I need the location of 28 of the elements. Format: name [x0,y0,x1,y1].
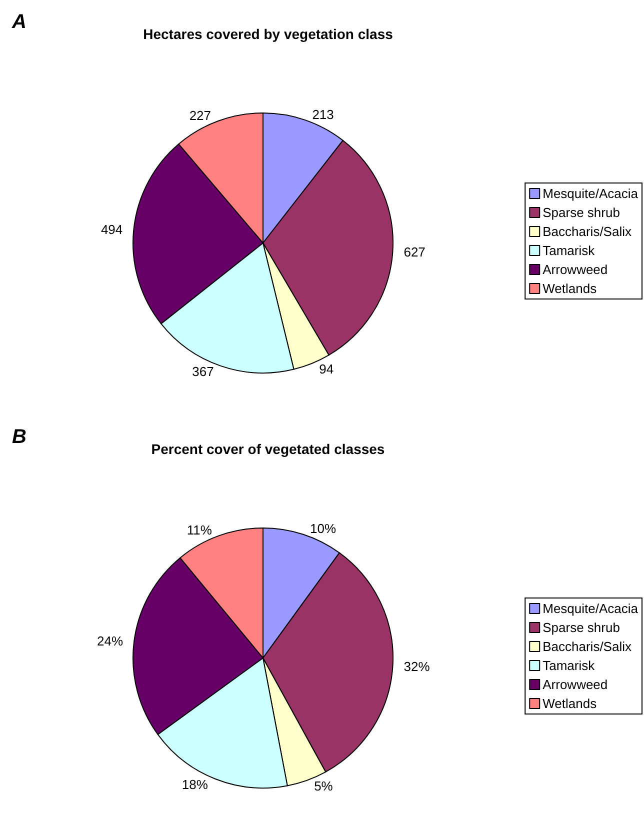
data-label: 627 [404,244,426,260]
data-label: 32% [404,659,430,674]
data-label: 227 [189,108,212,123]
legend-label: Baccharis/Salix [542,224,632,239]
legend-label: Arrowweed [542,262,608,277]
legend-label: Sparse shrub [542,205,620,220]
legend-label: Baccharis/Salix [542,639,632,654]
data-label: 5% [314,778,334,794]
data-label: 18% [182,776,208,792]
text: A [11,11,26,33]
legend-label: Tamarisk [542,243,596,258]
data-label: 24% [97,633,124,648]
legend-label: Wetlands [542,281,598,296]
data-label: 94 [319,362,334,377]
data-label: 213 [312,106,334,122]
legend-label: Tamarisk [542,658,596,673]
legend-label: Sparse shrub [542,620,620,635]
data-label: 367 [192,364,214,380]
chart-title: Hectares covered by vegetation class [143,26,394,42]
legend-label: Wetlands [542,696,598,711]
data-label: 494 [100,222,123,238]
text: B [12,426,26,448]
chart-title: Percent cover of vegetated classes [151,441,385,457]
legend-label: Mesquite/Acacia [542,601,639,616]
data-label: 11% [186,522,212,538]
data-label: 10% [310,521,336,536]
legend-label: Arrowweed [542,677,608,692]
legend-label: Mesquite/Acacia [542,186,639,201]
